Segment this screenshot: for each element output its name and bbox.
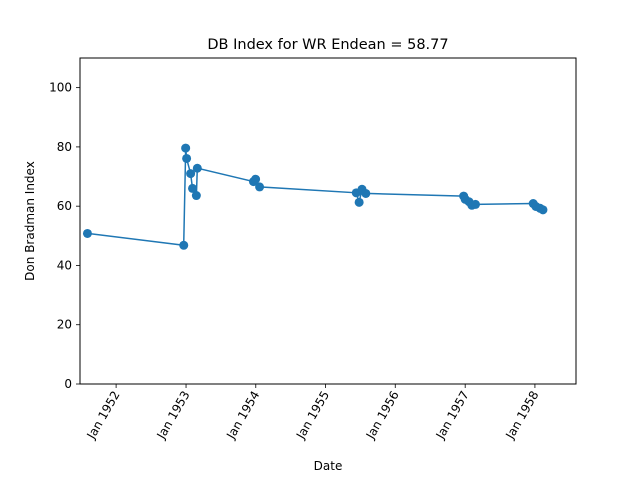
data-point — [361, 188, 371, 198]
data-point — [192, 163, 202, 173]
y-tick-label: 80 — [57, 140, 72, 154]
data-point — [354, 197, 364, 207]
y-tick-label: 40 — [57, 258, 72, 272]
series-layer — [82, 143, 548, 250]
data-point — [181, 143, 191, 153]
y-tick-label: 100 — [49, 81, 72, 95]
data-point — [191, 191, 201, 201]
data-point — [538, 205, 548, 215]
plot-area — [80, 58, 576, 384]
y-axis-ticks: 0 20 40 60 80 100 — [49, 81, 80, 391]
data-point — [186, 169, 196, 179]
data-point — [188, 183, 198, 193]
plot-frame — [79, 57, 577, 385]
y-axis-label: Don Bradman Index — [23, 161, 37, 281]
y-tick-label: 0 — [64, 377, 72, 391]
chart-title: DB Index for WR Endean = 58.77 — [207, 37, 448, 53]
y-tick-label: 20 — [57, 318, 72, 332]
data-point — [251, 174, 261, 184]
data-point — [471, 199, 481, 209]
data-point — [182, 153, 192, 163]
data-point — [179, 240, 189, 250]
data-point — [255, 182, 265, 192]
y-tick-label: 60 — [57, 199, 72, 213]
x-axis-label: Date — [314, 459, 343, 473]
data-point — [82, 228, 92, 238]
